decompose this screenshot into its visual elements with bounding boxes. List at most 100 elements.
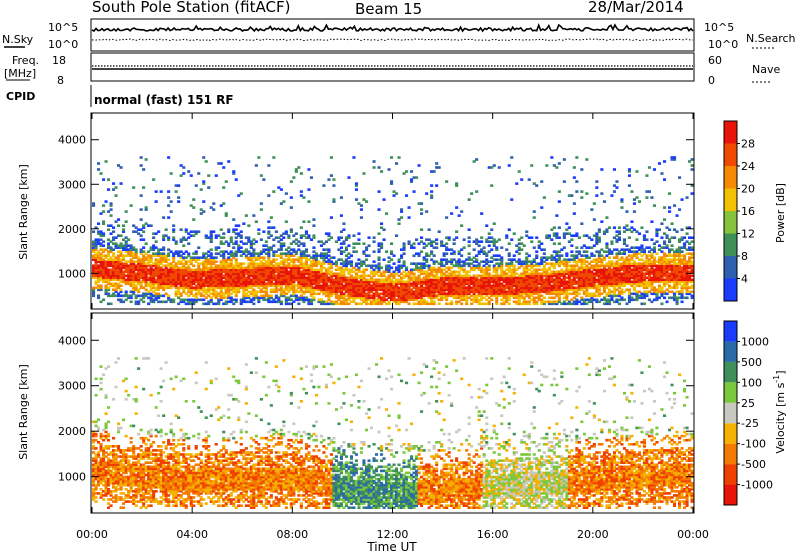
echo-cell (279, 278, 283, 282)
echo-cell (450, 252, 454, 255)
echo-cell (507, 264, 511, 268)
echo-cell (149, 282, 153, 286)
echo-cell (630, 272, 634, 276)
echo-cell (129, 294, 133, 298)
echo-cell (407, 296, 411, 300)
echo-cell (342, 276, 346, 280)
echo-cell (545, 268, 549, 272)
echo-cell (214, 260, 218, 263)
echo-cell (334, 290, 338, 294)
echo-cell (267, 274, 271, 278)
echo-cell (580, 296, 584, 300)
echo-cell (339, 282, 343, 286)
echo-cell (492, 254, 496, 257)
echo-cell (134, 266, 138, 270)
echo-cell (400, 296, 404, 300)
echo-cell (402, 252, 406, 255)
echo-cell (592, 274, 596, 278)
echo-cell (212, 284, 216, 288)
cpid-value: normal (fast) 151 RF (94, 93, 234, 107)
echo-cell (507, 278, 511, 282)
echo-cell (445, 292, 449, 296)
echo-cell (109, 260, 113, 263)
echo-cell (517, 302, 521, 306)
echo-cell (605, 278, 609, 282)
echo-cell (242, 284, 246, 288)
echo-cell (475, 280, 479, 284)
echo-cell (182, 284, 186, 288)
echo-cell (189, 204, 193, 207)
echo-cell (625, 224, 629, 227)
echo-cell (209, 232, 213, 235)
echo-cell (407, 302, 411, 306)
echo-cell (517, 248, 521, 251)
echo-cell (420, 302, 424, 306)
echo-cell (312, 234, 316, 237)
echo-cell (204, 268, 208, 272)
echo-cell (445, 270, 449, 274)
echo-cell (625, 244, 629, 247)
echo-cell (167, 286, 171, 290)
echo-cell (209, 274, 213, 278)
echo-cell (342, 250, 346, 253)
echo-cell (124, 292, 128, 296)
echo-cell (370, 284, 374, 288)
echo-cell (547, 302, 551, 306)
echo-cell (244, 272, 248, 276)
echo-cell (322, 288, 326, 292)
echo-cell (410, 294, 414, 298)
echo-cell (304, 280, 308, 284)
echo-cell (102, 262, 106, 265)
echo-cell (117, 224, 121, 227)
echo-cell (179, 272, 183, 276)
echo-cell (302, 254, 306, 257)
echo-cell (427, 282, 431, 286)
echo-cell (630, 254, 634, 257)
echo-cell (327, 178, 331, 181)
echo-cell (132, 272, 136, 276)
echo-cell (169, 262, 173, 265)
echo-cell (457, 260, 461, 263)
echo-cell (359, 288, 363, 292)
echo-cell (257, 298, 261, 302)
echo-cell (242, 270, 246, 274)
echo-cell (222, 296, 226, 300)
echo-cell (550, 258, 554, 261)
echo-cell (442, 294, 446, 298)
echo-cell (159, 276, 163, 280)
echo-cell (154, 272, 158, 276)
echo-cell (109, 204, 113, 207)
echo-cell (510, 198, 514, 201)
echo-cell (284, 282, 288, 286)
echo-cell (555, 232, 559, 235)
echo-cell (495, 266, 499, 270)
echo-cell (337, 272, 341, 276)
echo-cell (304, 266, 308, 270)
echo-cell (342, 298, 346, 302)
echo-cell (164, 268, 168, 272)
echo-cell (430, 272, 434, 276)
echo-cell (570, 234, 574, 237)
echo-cell (612, 288, 616, 292)
echo-cell (292, 276, 296, 280)
echo-cell (307, 286, 311, 290)
echo-cell (132, 186, 136, 189)
echo-cell (600, 254, 604, 257)
echo-cell (505, 284, 509, 288)
echo-cell (192, 230, 196, 233)
echo-cell (269, 290, 273, 294)
echo-cell (482, 288, 486, 292)
echo-cell (214, 174, 218, 177)
echo-cell (465, 298, 469, 302)
echo-cell (154, 296, 158, 300)
echo-cell (445, 284, 449, 288)
echo-cell (407, 284, 411, 288)
echo-cell (212, 258, 216, 261)
echo-cell (352, 278, 356, 282)
echo-cell (630, 276, 634, 280)
echo-cell (425, 300, 429, 304)
echo-cell (299, 294, 303, 298)
echo-cell (264, 286, 268, 290)
echo-cell (342, 264, 346, 268)
echo-cell (99, 300, 103, 304)
